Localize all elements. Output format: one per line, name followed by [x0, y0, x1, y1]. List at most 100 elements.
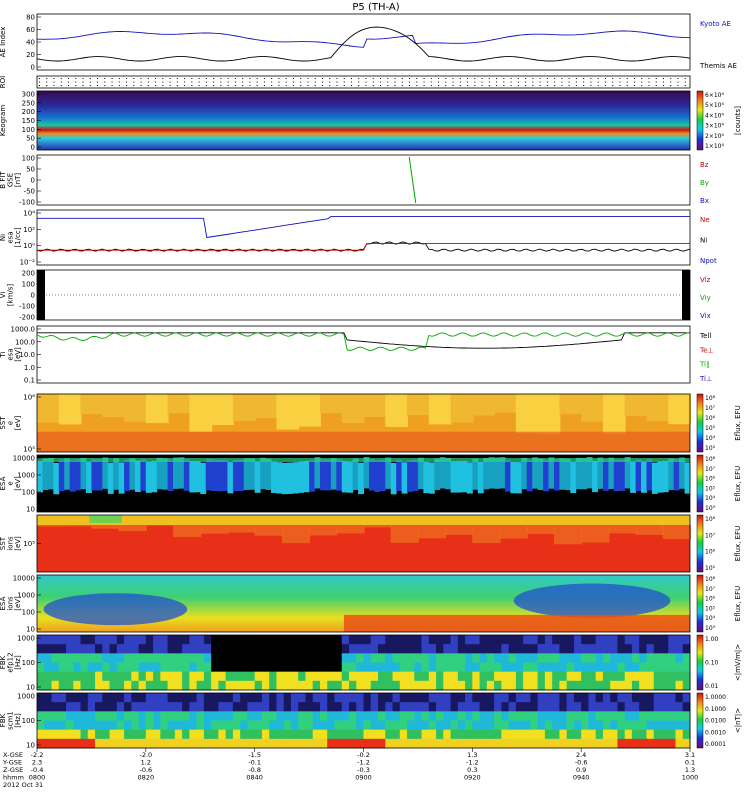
- spec-cell: [327, 635, 335, 645]
- panel-frame: [36, 13, 691, 71]
- roi-dot: [242, 81, 244, 83]
- spec-cell: [450, 693, 459, 703]
- spec-cell: [183, 459, 190, 491]
- spec-cell: [668, 729, 676, 740]
- spec-cell: [660, 693, 669, 703]
- spec-cell: [370, 644, 379, 654]
- spec-cell: [385, 662, 394, 673]
- spec-cell: [160, 711, 169, 721]
- spec-cell: [205, 458, 212, 491]
- spec-cell: [465, 662, 473, 673]
- spec-cell: [617, 662, 626, 673]
- roi-dot: [191, 78, 193, 79]
- spec-cell: [581, 457, 588, 490]
- colorbar-tick-label: 10⁸: [705, 456, 716, 463]
- spec-cell: [399, 720, 408, 731]
- spec-cell: [298, 702, 306, 712]
- y-axis-label: B FIT: [0, 171, 7, 189]
- spec-cell: [334, 720, 343, 731]
- spec-cell: [660, 671, 669, 682]
- spec-cell: [378, 644, 386, 654]
- spec-cell: [385, 702, 394, 712]
- roi-dot: [662, 78, 664, 79]
- spec-cell: [414, 680, 423, 691]
- roi-dot: [263, 78, 265, 79]
- spec-cell: [617, 680, 626, 691]
- spec-cell: [66, 738, 74, 749]
- spec-cell: [414, 635, 423, 645]
- spec-cell: [80, 662, 89, 673]
- spec-cell: [530, 662, 539, 673]
- spec-cell: [479, 720, 488, 731]
- spec-cell: [87, 693, 96, 703]
- spec-cell: [573, 644, 582, 654]
- spec-cell: [407, 711, 415, 721]
- roi-dot: [358, 78, 360, 79]
- spec-cell: [428, 635, 437, 645]
- spec-cell: [581, 635, 589, 645]
- spec-cell: [341, 461, 348, 493]
- colorbar-tick-label: 10⁶: [705, 415, 716, 422]
- spec-cell: [283, 662, 292, 673]
- roi-dot: [546, 85, 548, 86]
- spec-cell: [254, 720, 263, 731]
- spec-cell: [508, 680, 517, 691]
- spec-cell: [189, 653, 198, 663]
- spec-cell: [428, 462, 435, 494]
- roi-dot: [423, 78, 425, 79]
- spec-cell: [247, 693, 256, 703]
- spec-cell: [385, 711, 394, 721]
- roi-dot: [162, 78, 164, 79]
- spec-cell: [276, 394, 300, 430]
- spec-cell: [595, 711, 604, 721]
- spec-cell: [682, 693, 691, 703]
- spec-cell: [290, 720, 299, 731]
- y-tick-label: 10000: [13, 455, 35, 463]
- roi-dot: [184, 85, 186, 86]
- spec-cell: [573, 635, 582, 645]
- spec-cell: [537, 671, 546, 682]
- spec-cell: [174, 729, 183, 740]
- spec-cell: [109, 729, 118, 740]
- spec-cell: [196, 702, 205, 712]
- y-axis-label: [Hz]: [14, 713, 22, 728]
- roi-dot: [503, 78, 505, 79]
- spec-cell: [602, 459, 609, 491]
- spec-cell: [283, 680, 292, 691]
- spec-cell: [392, 653, 401, 663]
- spec-cell: [298, 720, 306, 731]
- y-tick-label: 300: [22, 91, 35, 99]
- spec-cell: [312, 702, 321, 712]
- y-tick-label: 1000: [17, 693, 35, 701]
- spec-cell: [428, 671, 437, 682]
- spec-cell: [472, 653, 481, 663]
- roi-dot: [147, 81, 149, 83]
- spec-cell: [334, 644, 343, 654]
- spec-cell: [436, 711, 444, 721]
- spec-cell: [145, 738, 154, 749]
- spec-cell: [131, 729, 140, 740]
- spec-cell: [356, 711, 364, 721]
- colorbar-tick-label: 6×10⁴: [705, 92, 724, 99]
- y-axis-label: FBK: [0, 655, 7, 669]
- spec-cell: [51, 711, 60, 721]
- spec-cell: [472, 711, 481, 721]
- roi-dot: [82, 78, 84, 79]
- spec-cell: [254, 461, 261, 493]
- spec-cell: [91, 525, 120, 529]
- spec-cell: [211, 459, 218, 491]
- spec-cell: [80, 680, 89, 691]
- spec-cell: [58, 702, 67, 712]
- roi-dot: [104, 78, 106, 79]
- spec-cell: [174, 720, 183, 731]
- spec-cell: [602, 394, 626, 434]
- spec-cell: [269, 635, 277, 645]
- colorbar-tick-label: 10⁸: [705, 576, 716, 583]
- spec-cell: [305, 662, 314, 673]
- spec-cell: [501, 635, 510, 645]
- spec-cell: [303, 460, 310, 493]
- roi-dot: [60, 85, 62, 86]
- spec-cell: [399, 693, 408, 703]
- spec-cell: [564, 458, 571, 491]
